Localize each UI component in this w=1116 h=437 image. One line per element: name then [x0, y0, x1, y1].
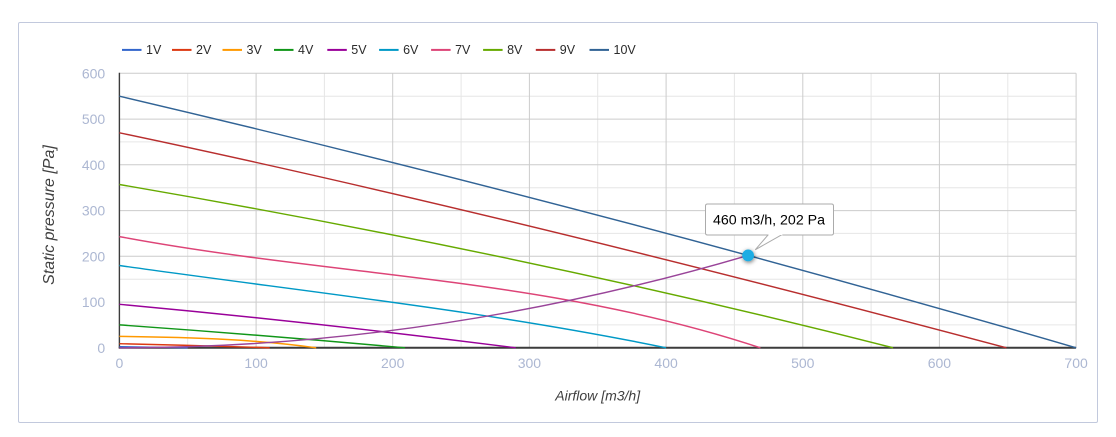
svg-text:600: 600 — [928, 355, 952, 371]
svg-text:400: 400 — [82, 157, 106, 173]
svg-text:1V: 1V — [146, 43, 162, 57]
svg-text:100: 100 — [244, 355, 268, 371]
svg-text:2V: 2V — [196, 43, 212, 57]
svg-text:Static pressure [Pa]: Static pressure [Pa] — [41, 145, 58, 285]
svg-text:3V: 3V — [247, 43, 263, 57]
svg-text:200: 200 — [82, 248, 106, 264]
svg-text:500: 500 — [791, 355, 815, 371]
svg-text:300: 300 — [518, 355, 542, 371]
svg-text:500: 500 — [82, 111, 106, 127]
svg-text:Airflow [m3/h]: Airflow [m3/h] — [554, 387, 641, 403]
svg-text:0: 0 — [116, 355, 124, 371]
svg-text:700: 700 — [1064, 355, 1088, 371]
svg-text:200: 200 — [381, 355, 405, 371]
svg-text:9V: 9V — [560, 43, 576, 57]
svg-text:460 m3/h, 202 Pa: 460 m3/h, 202 Pa — [713, 213, 825, 229]
svg-text:0: 0 — [97, 340, 105, 356]
svg-text:10V: 10V — [614, 43, 637, 57]
svg-text:300: 300 — [82, 203, 106, 219]
svg-text:4V: 4V — [298, 43, 314, 57]
svg-text:100: 100 — [82, 294, 106, 310]
svg-text:7V: 7V — [455, 43, 471, 57]
svg-text:5V: 5V — [351, 43, 367, 57]
svg-text:600: 600 — [82, 65, 106, 81]
svg-text:6V: 6V — [403, 43, 419, 57]
svg-text:8V: 8V — [507, 43, 523, 57]
svg-text:400: 400 — [654, 355, 678, 371]
